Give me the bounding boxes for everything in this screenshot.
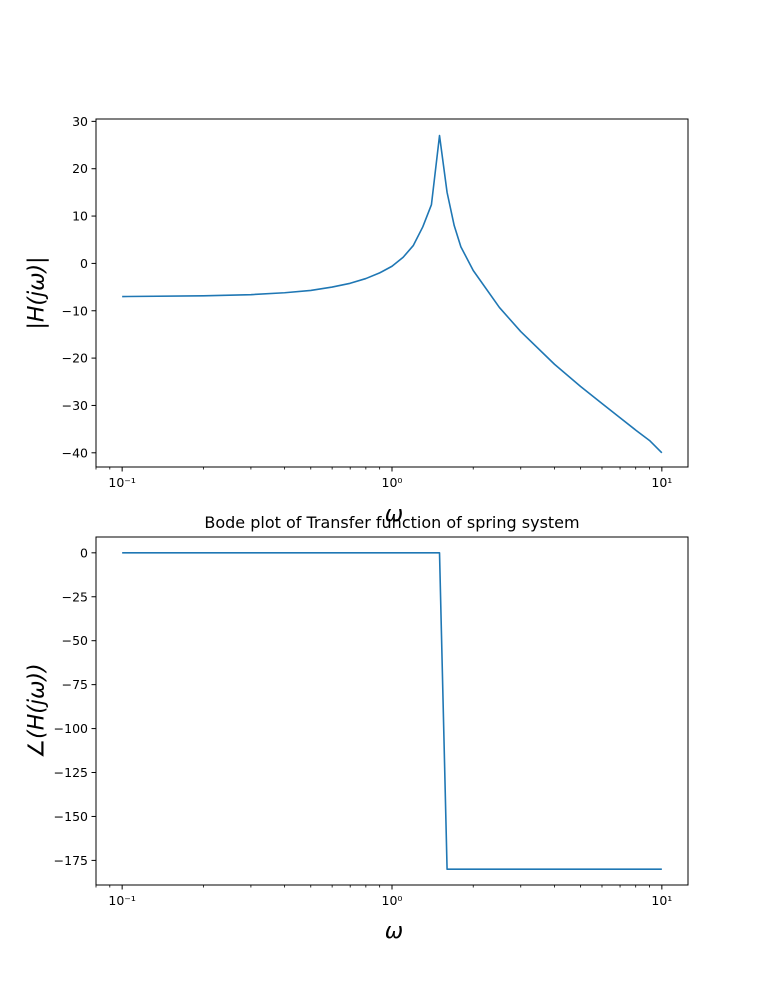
x-tick-label: 10¹: [651, 475, 672, 490]
chart-title: Bode plot of Transfer function of spring…: [204, 513, 579, 532]
y-tick-label: −30: [62, 398, 88, 413]
y-tick-label: −40: [62, 445, 88, 460]
plot-frame: [96, 537, 688, 885]
x-tick-label: 10⁻¹: [108, 475, 136, 490]
x-tick-label: 10⁰: [382, 475, 403, 490]
y-tick-label: −10: [62, 303, 88, 318]
y-tick-label: −150: [54, 809, 88, 824]
series-line: [122, 553, 662, 869]
y-tick-label: 0: [80, 256, 88, 271]
y-tick-label: −125: [54, 765, 88, 780]
y-tick-label: 20: [72, 161, 88, 176]
y-axis-label: ∠(H(jω)): [25, 663, 50, 758]
series-line: [122, 136, 662, 453]
x-tick-label: 10⁻¹: [108, 893, 136, 908]
x-axis-label: ω: [385, 919, 403, 944]
y-tick-label: 0: [80, 545, 88, 560]
y-axis-label: |H(jω)|: [25, 256, 50, 329]
y-tick-label: 10: [72, 209, 88, 224]
y-tick-label: 30: [72, 114, 88, 129]
y-tick-label: −25: [62, 589, 88, 604]
y-tick-label: −50: [62, 633, 88, 648]
x-tick-label: 10¹: [651, 893, 672, 908]
plot-frame: [96, 119, 688, 467]
y-tick-label: −175: [54, 853, 88, 868]
y-tick-label: −20: [62, 351, 88, 366]
y-tick-label: −100: [54, 721, 88, 736]
y-tick-label: −75: [62, 677, 88, 692]
phase-plot: 10⁻¹ 10⁰ 10¹ 0 −25 −50 −75 −100 −125 −150 −175 ω ∠(H…: [25, 513, 688, 944]
x-tick-label: 10⁰: [382, 893, 403, 908]
